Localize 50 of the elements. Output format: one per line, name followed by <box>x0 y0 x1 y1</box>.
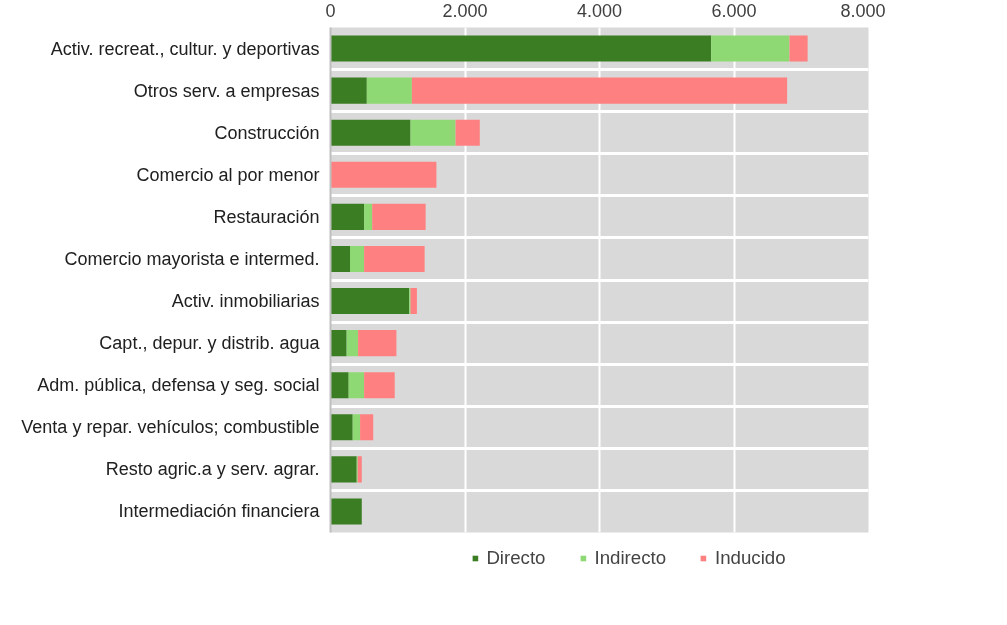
bar <box>330 288 410 315</box>
y-tick-label: Comercio al por menor <box>136 164 320 185</box>
legend-label: Directo <box>486 547 546 569</box>
y-tick-label: Activ. recreat., cultur. y deportivas <box>50 38 320 59</box>
bar <box>352 414 361 441</box>
y-tick-label: Venta y repar. vehículos; combustible <box>21 417 320 438</box>
x-tick-label: 2.000 <box>442 0 488 21</box>
x-tick-label: 0 <box>325 0 336 21</box>
bar <box>364 372 395 399</box>
bar <box>330 498 362 525</box>
bar <box>455 119 480 146</box>
x-tick-label: 6.000 <box>711 0 757 21</box>
bar <box>411 77 788 104</box>
x-tick-label: 4.000 <box>576 0 623 21</box>
bar <box>372 203 426 230</box>
bar <box>358 330 397 357</box>
y-tick-label: Construcción <box>214 122 320 143</box>
bar <box>330 35 712 62</box>
y-tick-label: Intermediación financiera <box>118 501 321 522</box>
y-tick-label: Otros serv. a empresas <box>133 80 320 101</box>
bar <box>789 35 808 62</box>
bar <box>330 372 349 399</box>
bar <box>330 119 411 146</box>
bar <box>330 330 347 357</box>
y-tick-label: Comercio mayorista e intermed. <box>64 248 320 269</box>
bar <box>348 372 365 399</box>
y-tick-label: Activ. inmobiliarias <box>171 291 320 312</box>
bar <box>330 414 353 441</box>
bar <box>350 245 365 272</box>
bar <box>366 77 412 104</box>
bar <box>330 77 367 104</box>
bar <box>330 245 350 272</box>
bar <box>330 203 365 230</box>
bar <box>360 414 374 441</box>
legend-label: Inducido <box>715 547 786 569</box>
bar <box>410 288 417 315</box>
y-tick-label: Capt., depur. y distrib. agua <box>99 333 321 354</box>
bar <box>711 35 790 62</box>
legend-label: Indirecto <box>594 547 667 569</box>
bar <box>346 330 359 357</box>
bar <box>330 161 437 188</box>
bar <box>364 245 425 272</box>
bar <box>364 203 373 230</box>
x-tick-label: 8.000 <box>840 0 886 21</box>
bar <box>330 456 357 483</box>
y-tick-label: Restauración <box>213 206 320 227</box>
bar <box>410 119 456 146</box>
y-tick-label: Resto agric.a y serv. agrar. <box>105 459 320 480</box>
bar <box>357 456 362 483</box>
y-tick-label: Adm. pública, defensa y seg. social <box>37 375 320 396</box>
